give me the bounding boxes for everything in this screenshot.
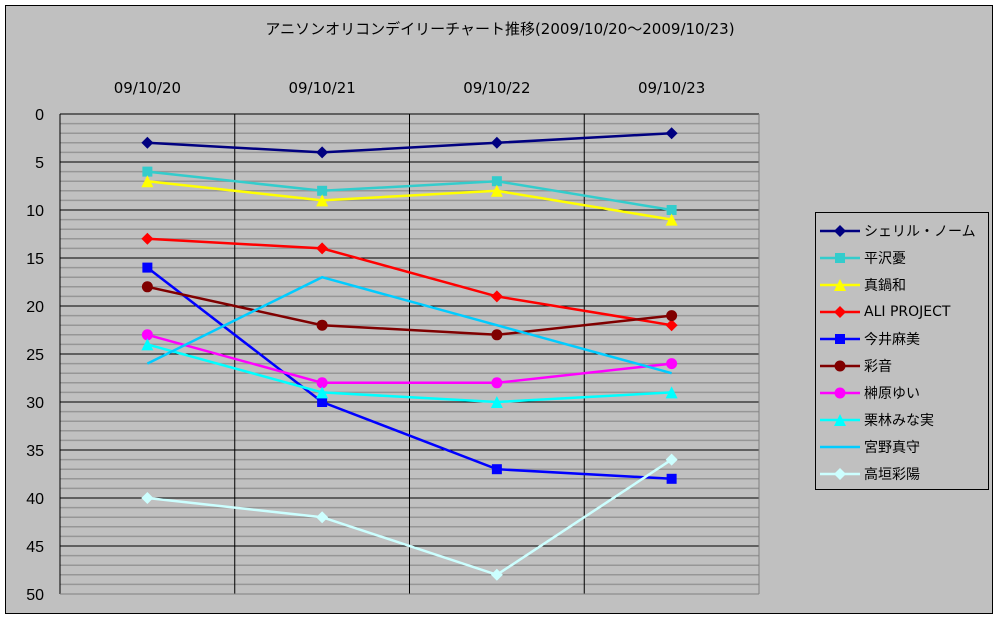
legend-label: ALI PROJECT (864, 303, 951, 320)
y-tick-label: 30 (26, 395, 44, 412)
x-category-label: 09/10/22 (463, 79, 530, 97)
legend-label: 彩音 (864, 358, 892, 375)
chart-title: アニソンオリコンデイリーチャート推移(2009/10/20～2009/10/23… (265, 20, 735, 38)
legend-item: 栗林みな実 (816, 406, 988, 433)
legend-label: 高垣彩陽 (864, 466, 920, 483)
series-2 (141, 175, 678, 226)
y-tick-label: 10 (26, 203, 44, 220)
legend-label: 宮野真守 (864, 439, 920, 456)
legend-label: シェリル・ノーム (864, 223, 976, 240)
legend-item: 真鍋和 (816, 271, 988, 298)
legend-item: 榊原ゆい (816, 379, 988, 406)
series-line (147, 458, 673, 577)
series-line (147, 179, 672, 221)
series-line (147, 131, 672, 154)
y-tick-label: 40 (26, 491, 44, 508)
legend: シェリル・ノーム 平沢憂真鍋和 ALI PROJECT 今井麻美彩音榊原ゆい栗林みな実… (815, 212, 989, 490)
series-line (147, 333, 672, 385)
legend-swatch-icon (820, 333, 860, 344)
y-tick-label: 0 (35, 107, 44, 124)
legend-label: 平沢憂 (864, 250, 906, 267)
y-tick-label: 15 (26, 251, 44, 268)
series-4 (142, 262, 677, 484)
legend-swatch-icon (820, 445, 860, 448)
series-7 (141, 338, 678, 408)
legend-swatch-icon (820, 305, 860, 318)
series-5 (141, 281, 678, 341)
legend-item: 平沢憂 (816, 244, 988, 271)
legend-item: シェリル・ノーム (816, 217, 988, 244)
series-0 (141, 127, 678, 159)
legend-label: 今井麻美 (864, 331, 920, 348)
legend-label: 栗林みな実 (864, 412, 934, 429)
legend-label: 真鍋和 (864, 277, 906, 294)
series-9 (141, 453, 678, 581)
y-tick-label: 50 (26, 587, 44, 604)
legend-label: 榊原ゆい (864, 385, 920, 402)
legend-swatch-icon (820, 360, 860, 371)
legend-swatch-icon (820, 413, 860, 426)
series-line (146, 266, 672, 481)
series-line (147, 170, 672, 212)
legend-swatch-icon (820, 252, 860, 263)
y-tick-label: 25 (26, 347, 44, 364)
series-line (147, 237, 672, 327)
x-category-label: 09/10/20 (114, 79, 181, 97)
y-tick-label: 20 (26, 299, 44, 316)
legend-item: 今井麻美 (816, 325, 988, 352)
series-3 (141, 232, 678, 332)
legend-item: 彩音 (816, 352, 988, 379)
series-line (147, 343, 672, 404)
series-line (146, 275, 672, 375)
series-6 (141, 329, 678, 389)
series-8 (146, 275, 672, 375)
legend-swatch-icon (820, 387, 860, 398)
x-category-label: 09/10/23 (638, 79, 705, 97)
series-line (147, 285, 672, 337)
legend-item: 高垣彩陽 (816, 460, 988, 487)
y-tick-label: 5 (35, 155, 44, 172)
legend-swatch-icon (820, 224, 860, 237)
x-category-label: 09/10/21 (288, 79, 355, 97)
legend-swatch-icon (820, 278, 860, 291)
legend-item: 宮野真守 (816, 433, 988, 460)
legend-swatch-icon (820, 467, 860, 480)
y-tick-label: 45 (26, 539, 44, 556)
legend-item: ALI PROJECT (816, 298, 988, 325)
y-tick-label: 35 (26, 443, 44, 460)
series-1 (142, 166, 677, 215)
